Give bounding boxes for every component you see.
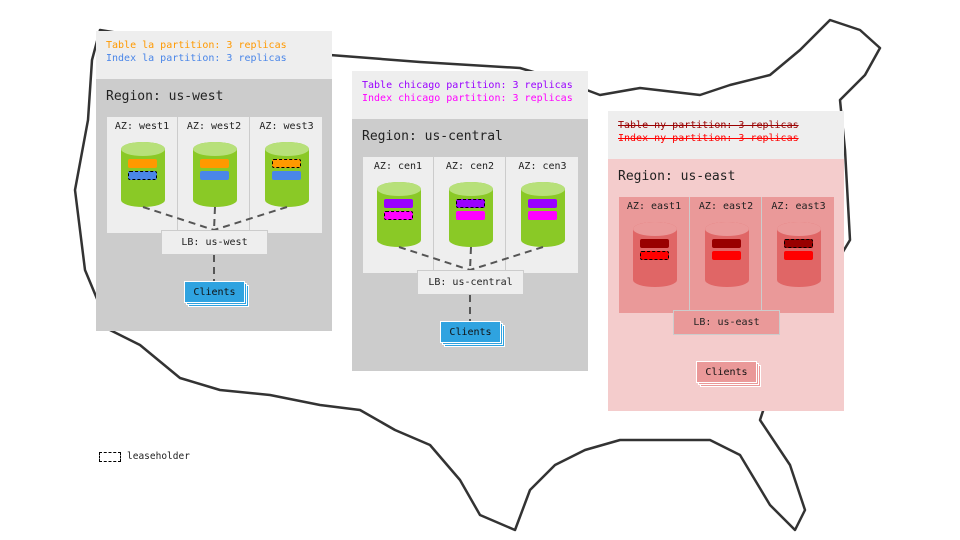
availability-zone: AZ: west1 [107, 117, 178, 233]
region-title: Region: us-west [106, 89, 224, 104]
az-label: AZ: west2 [186, 121, 242, 132]
region-us-east: Table ny partition: 3 replicas Index ny … [608, 111, 844, 411]
leaseholder-legend-swatch [99, 452, 121, 462]
clients-stack: Clients [440, 321, 505, 347]
database-node-icon [265, 142, 309, 207]
table-replica [456, 199, 485, 208]
database-node-icon [377, 182, 421, 247]
az-container: AZ: west1 AZ: west2 AZ: west3 [107, 117, 322, 233]
index-partition-label: Index ny partition: 3 replicas [618, 133, 799, 144]
availability-zone: AZ: east2 [691, 197, 762, 313]
region-us-central: Table chicago partition: 3 replicas Inde… [352, 71, 588, 371]
cylinder-top [521, 182, 565, 196]
index-replica [784, 251, 813, 260]
database-node-icon [705, 222, 749, 287]
database-node-icon [449, 182, 493, 247]
database-node-icon [121, 142, 165, 207]
az-label: AZ: east3 [771, 201, 826, 212]
table-partition-label: Table chicago partition: 3 replicas [362, 80, 573, 91]
partition-info: Table la partition: 3 replicas Index la … [96, 31, 332, 79]
region-title: Region: us-central [362, 129, 503, 144]
az-label: AZ: east2 [698, 201, 754, 212]
table-replica [528, 199, 557, 208]
clients-stack: Clients [696, 361, 761, 387]
region-title: Region: us-east [618, 169, 736, 184]
az-label: AZ: east1 [626, 201, 682, 212]
database-node-icon [633, 222, 677, 287]
region-us-west: Table la partition: 3 replicas Index la … [96, 31, 332, 331]
table-replica [384, 199, 413, 208]
partition-info: Table ny partition: 3 replicas Index ny … [608, 111, 844, 159]
az-label: AZ: west3 [259, 121, 314, 132]
availability-zone: AZ: cen1 [363, 157, 434, 273]
index-replica [200, 171, 229, 180]
clients-box: Clients [440, 321, 501, 343]
cylinder-top [633, 222, 677, 236]
index-partition-label: Index la partition: 3 replicas [106, 53, 287, 64]
load-balancer: LB: us-east [673, 310, 780, 335]
index-replica [528, 211, 557, 220]
availability-zone: AZ: west3 [251, 117, 322, 233]
availability-zone: AZ: west2 [179, 117, 250, 233]
index-replica [712, 251, 741, 260]
index-partition-label: Index chicago partition: 3 replicas [362, 93, 573, 104]
az-container: AZ: cen1 AZ: cen2 AZ: cen3 [363, 157, 578, 273]
cylinder-top [193, 142, 237, 156]
availability-zone: AZ: cen2 [435, 157, 506, 273]
table-replica [272, 159, 301, 168]
cylinder-top [377, 182, 421, 196]
cylinder-top [705, 222, 749, 236]
az-label: AZ: cen3 [518, 161, 567, 172]
cylinder-top [449, 182, 493, 196]
clients-box: Clients [696, 361, 757, 383]
index-replica [640, 251, 669, 260]
load-balancer: LB: us-central [417, 270, 524, 295]
cylinder-top [121, 142, 165, 156]
availability-zone: AZ: east3 [763, 197, 834, 313]
partition-info: Table chicago partition: 3 replicas Inde… [352, 71, 588, 119]
leaseholder-legend-label: leaseholder [127, 451, 190, 462]
cylinder-top [777, 222, 821, 236]
table-partition-label: Table la partition: 3 replicas [106, 40, 287, 51]
database-node-icon [521, 182, 565, 247]
index-replica [384, 211, 413, 220]
table-replica [640, 239, 669, 248]
table-replica [128, 159, 157, 168]
table-partition-label: Table ny partition: 3 replicas [618, 120, 799, 131]
index-replica [128, 171, 157, 180]
table-replica [200, 159, 229, 168]
index-replica [456, 211, 485, 220]
cylinder-top [265, 142, 309, 156]
az-label: AZ: west1 [114, 121, 170, 132]
index-replica [272, 171, 301, 180]
table-replica [784, 239, 813, 248]
availability-zone: AZ: cen3 [507, 157, 578, 273]
database-node-icon [193, 142, 237, 207]
database-node-icon [777, 222, 821, 287]
clients-box: Clients [184, 281, 245, 303]
az-label: AZ: cen2 [445, 161, 495, 172]
load-balancer: LB: us-west [161, 230, 268, 255]
table-replica [712, 239, 741, 248]
az-container: AZ: east1 AZ: east2 AZ: east3 [619, 197, 834, 313]
az-label: AZ: cen1 [373, 161, 423, 172]
availability-zone: AZ: east1 [619, 197, 690, 313]
clients-stack: Clients [184, 281, 249, 307]
